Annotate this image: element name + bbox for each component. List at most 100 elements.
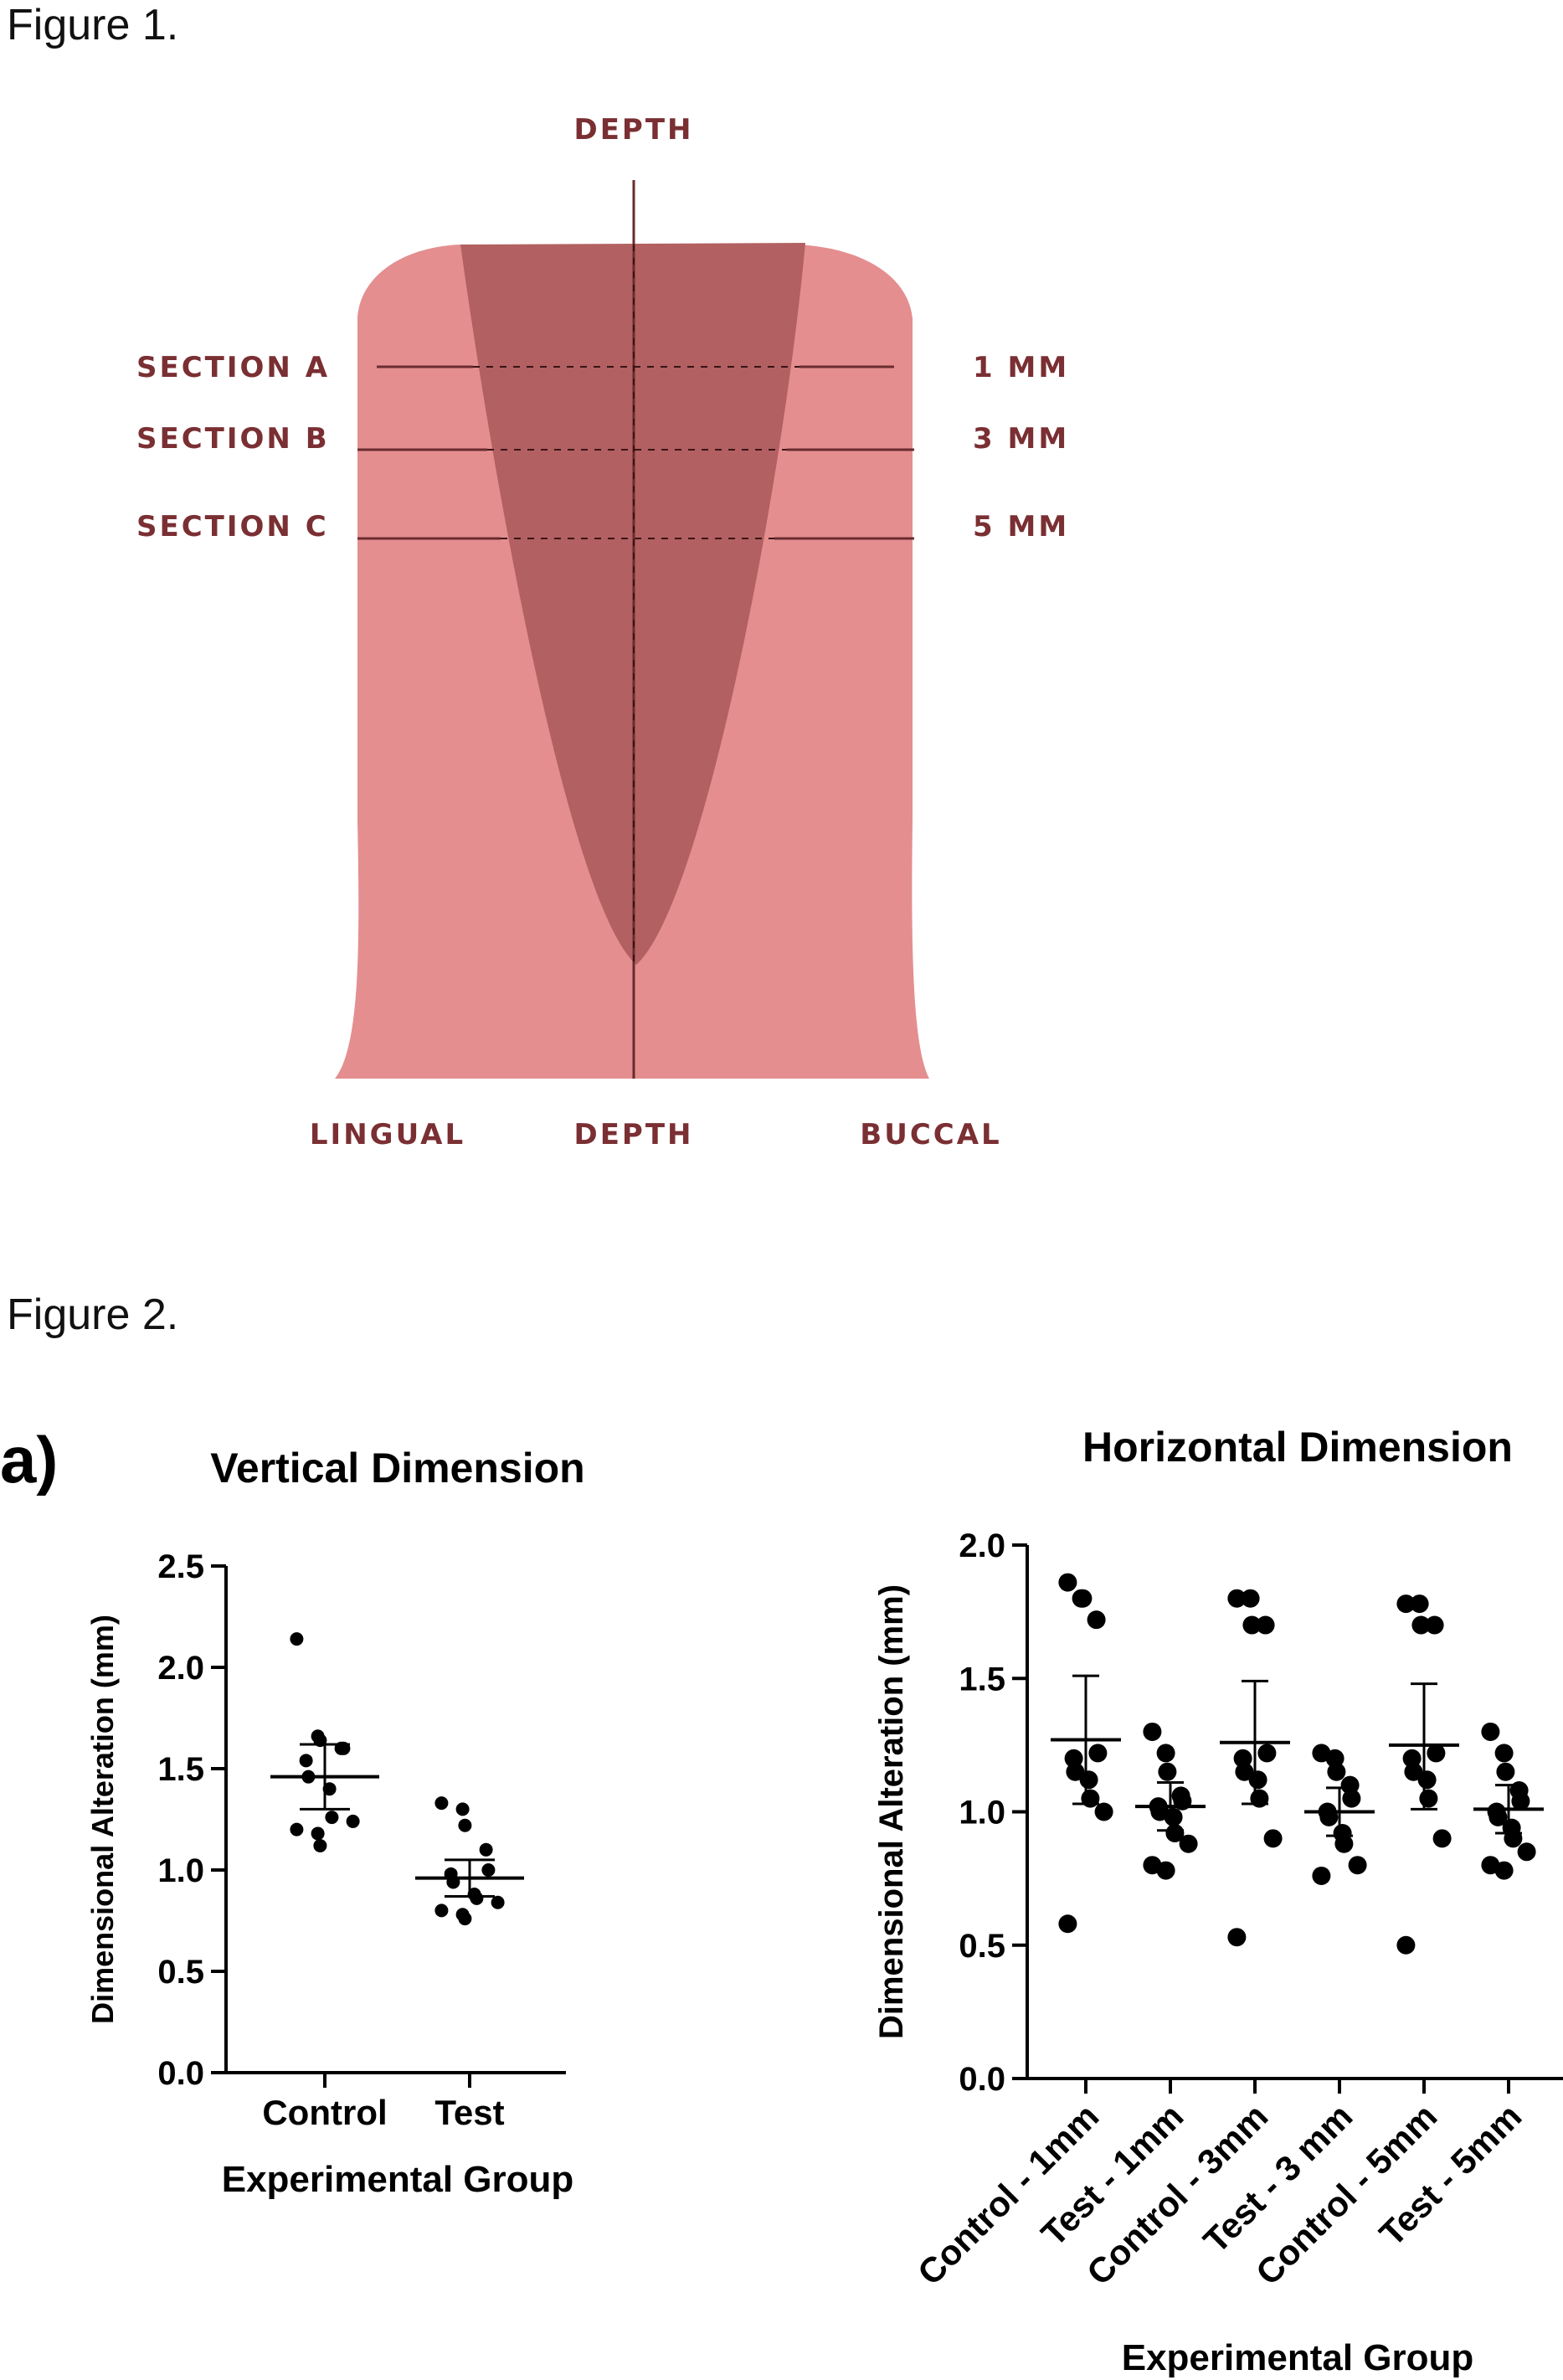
data-point <box>325 1811 339 1825</box>
data-point <box>313 1838 327 1852</box>
data-point <box>491 1895 505 1909</box>
data-point <box>1158 1762 1177 1781</box>
data-point <box>434 1796 449 1811</box>
y-tick-label: 1.5 <box>157 1751 204 1788</box>
y-axis-title: Dimensional Alteration (mm) <box>873 1584 910 2039</box>
data-point <box>1488 1807 1508 1826</box>
data-point <box>1156 1861 1175 1880</box>
figure-2-charts: a) Vertical Dimension 0.0 0.5 1.0 1.5 2.0 2.5 D… <box>0 1423 1563 2378</box>
y-tick-label: 2.0 <box>959 1527 1005 1564</box>
panel-label: a) <box>0 1423 58 1497</box>
y-tick-label: 0.0 <box>157 2055 204 2092</box>
figure-1-caption: Figure 1. <box>7 1 179 49</box>
data-point <box>1402 1749 1422 1768</box>
label-3mm: 3 MM <box>973 422 1069 456</box>
data-point <box>1235 1762 1254 1781</box>
y-tick-label: 1.0 <box>157 1852 204 1889</box>
data-point <box>1248 1770 1267 1790</box>
data-point <box>1164 1807 1183 1826</box>
data-point <box>1396 1594 1416 1614</box>
data-point <box>1227 1589 1247 1608</box>
data-point <box>346 1814 360 1828</box>
label-buccal: BUCCAL <box>860 1118 1001 1151</box>
data-point <box>322 1782 337 1796</box>
data-point <box>1312 1866 1331 1885</box>
data-point <box>455 1802 470 1816</box>
x-tick-label: Control <box>262 2093 387 2132</box>
data-point <box>1094 1802 1113 1821</box>
figure-2-caption: Figure 2. <box>7 1290 179 1339</box>
data-point <box>1410 1594 1429 1614</box>
y-tick-label: 0.5 <box>959 1928 1005 1965</box>
data-point <box>1425 1615 1444 1635</box>
data-point <box>311 1826 325 1841</box>
data-point <box>1396 1935 1416 1955</box>
data-point <box>1143 1722 1162 1741</box>
label-lingual: LINGUAL <box>310 1118 465 1151</box>
label-section-b: SECTION B <box>136 422 330 456</box>
depth-diagram: DEPTH SECTION A SECTION B SECTION C 1 MM… <box>136 113 1069 1151</box>
data-point <box>1079 1770 1098 1790</box>
data-point <box>1494 1861 1514 1880</box>
data-point <box>458 1818 472 1832</box>
y-tick-label: 0.0 <box>959 2061 1005 2098</box>
data-point <box>290 1632 304 1646</box>
data-point <box>299 1754 313 1768</box>
data-point <box>1073 1589 1093 1608</box>
label-depth-top: DEPTH <box>573 113 693 147</box>
data-point <box>1496 1762 1515 1781</box>
data-point <box>1156 1744 1175 1763</box>
label-depth-bottom: DEPTH <box>573 1118 693 1151</box>
data-point <box>1256 1615 1275 1635</box>
chart-title: Vertical Dimension <box>210 1445 584 1491</box>
data-point <box>1419 1789 1438 1808</box>
data-point <box>1257 1744 1277 1763</box>
y-tick-label: 1.5 <box>959 1661 1005 1697</box>
data-point <box>1058 1914 1077 1934</box>
data-point <box>1340 1775 1360 1795</box>
data-point <box>1179 1834 1198 1853</box>
data-point <box>1411 1615 1431 1635</box>
data-point <box>479 1842 493 1857</box>
data-point <box>1517 1842 1536 1862</box>
x-axis-title: Experimental Group <box>1122 2337 1474 2378</box>
data-point <box>290 1822 304 1837</box>
data-point <box>1058 1573 1077 1592</box>
data-point <box>1087 1610 1106 1630</box>
data-point <box>1263 1829 1283 1848</box>
label-section-a: SECTION A <box>136 351 330 384</box>
data-point <box>1348 1856 1367 1875</box>
y-tick-label: 2.0 <box>157 1650 204 1687</box>
x-tick-label: Test <box>434 2093 504 2132</box>
data-point <box>1227 1928 1247 1947</box>
data-point <box>1342 1789 1361 1808</box>
data-point <box>1233 1749 1252 1768</box>
data-point <box>1327 1762 1346 1781</box>
data-point <box>1432 1829 1452 1848</box>
data-point <box>1064 1749 1083 1768</box>
y-tick-label: 2.5 <box>157 1548 204 1585</box>
label-5mm: 5 MM <box>973 510 1069 543</box>
label-section-c: SECTION C <box>136 510 329 543</box>
y-tick-label: 0.5 <box>157 1954 204 1991</box>
data-point <box>1241 1589 1260 1608</box>
data-point <box>470 1891 484 1905</box>
data-point <box>1427 1744 1446 1763</box>
data-point <box>1242 1615 1262 1635</box>
data-point <box>1066 1762 1085 1781</box>
label-1mm: 1 MM <box>973 351 1069 384</box>
data-point <box>434 1903 449 1918</box>
data-point <box>1481 1722 1500 1741</box>
data-point <box>1325 1749 1344 1768</box>
x-axis-title: Experimental Group <box>222 2159 574 2200</box>
data-point <box>1417 1770 1437 1790</box>
data-point <box>1404 1762 1423 1781</box>
data-point <box>1334 1834 1354 1853</box>
chart-title: Horizontal Dimension <box>1082 1424 1513 1471</box>
y-axis-title: Dimensional Alteration (mm) <box>85 1615 120 2024</box>
data-point <box>1494 1744 1514 1763</box>
data-point <box>1088 1744 1108 1763</box>
horizontal-dimension-chart: Horizontal Dimension 0.0 0.5 1.0 1.5 2.0 Dimen… <box>873 1424 1563 2378</box>
data-point <box>458 1912 472 1926</box>
data-point <box>1511 1791 1530 1811</box>
